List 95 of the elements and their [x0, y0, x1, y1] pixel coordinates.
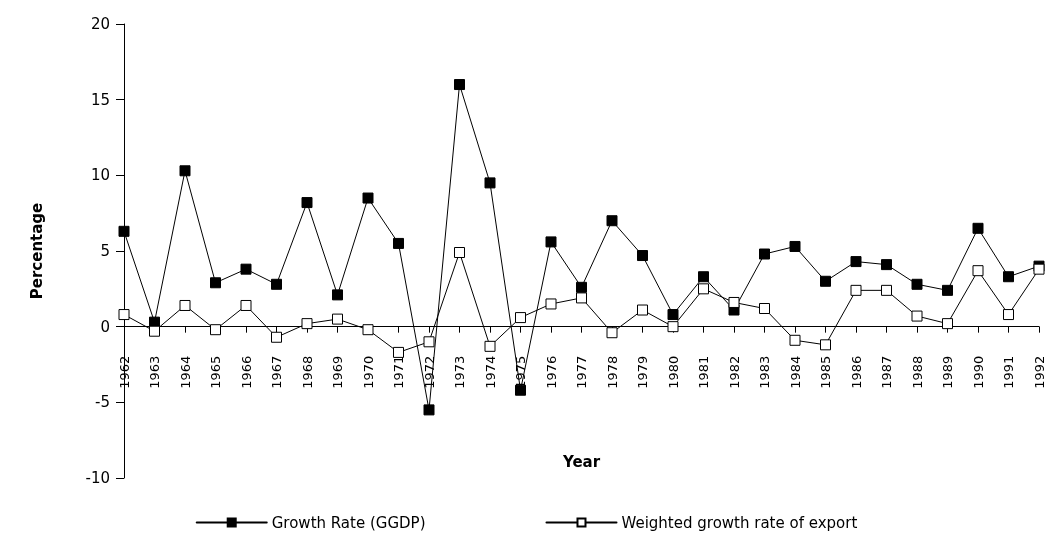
point	[210, 277, 221, 289]
x-tick-label: 1972	[421, 355, 437, 389]
x-tick-label: 1978	[604, 355, 620, 389]
point	[820, 275, 831, 287]
x-tick-label: 1980	[665, 355, 681, 389]
point	[667, 309, 679, 321]
point	[1003, 309, 1014, 321]
point	[118, 225, 130, 237]
point	[637, 304, 648, 316]
point	[1003, 271, 1014, 283]
point	[789, 240, 801, 252]
point	[850, 284, 862, 296]
legend-label: Weighted growth rate of export	[621, 513, 858, 532]
point	[332, 289, 343, 301]
point	[271, 278, 282, 290]
y-axis-title: Percentage	[27, 202, 46, 300]
point	[820, 339, 831, 351]
point	[301, 197, 313, 209]
x-tick-label: 1989	[940, 355, 955, 389]
point	[301, 318, 313, 330]
point	[911, 278, 923, 290]
point	[118, 309, 130, 321]
point	[942, 284, 953, 296]
x-tick-label: 1977	[574, 355, 589, 389]
x-tick-label: 1992	[1031, 355, 1047, 389]
x-tick-label: 1986	[848, 355, 864, 389]
x-tick-label: 1964	[177, 355, 193, 389]
point	[423, 336, 435, 348]
point	[484, 177, 496, 189]
y-tick-label: 5	[100, 242, 110, 260]
legend-label: Growth Rate (GGDP)	[271, 513, 426, 532]
point	[179, 299, 191, 311]
x-tick-label: 1983	[757, 355, 772, 389]
point	[149, 325, 160, 337]
x-tick-label: 1976	[543, 355, 559, 389]
point	[362, 192, 374, 204]
point	[362, 324, 374, 336]
x-tick-label: 1963	[147, 355, 162, 389]
point	[576, 281, 587, 293]
x-tick-label: 1968	[299, 355, 315, 389]
point	[515, 312, 526, 324]
point	[423, 404, 435, 416]
point	[606, 215, 618, 227]
y-tick-label: 10	[90, 166, 110, 185]
point	[728, 296, 740, 308]
y-tick-label: 0	[100, 317, 110, 336]
point	[240, 263, 252, 275]
point	[972, 222, 984, 234]
point	[850, 256, 862, 268]
point	[271, 331, 282, 343]
point	[332, 313, 343, 325]
y-tick-label: 20	[90, 15, 110, 33]
x-tick-label: 1985	[818, 355, 833, 389]
point	[545, 298, 557, 310]
point	[606, 327, 618, 339]
point	[881, 259, 892, 271]
x-tick-label: 1965	[208, 355, 223, 389]
x-tick-label: 1988	[909, 355, 925, 389]
point	[698, 271, 709, 283]
y-tick-label: -10	[85, 469, 110, 487]
point	[789, 334, 801, 346]
point	[484, 340, 496, 352]
y-tick-label: -5	[95, 393, 110, 412]
x-tick-label: 1987	[879, 355, 894, 389]
point	[545, 236, 557, 248]
x-tick-label: 1971	[391, 355, 406, 389]
point	[393, 237, 404, 249]
point	[911, 310, 923, 322]
x-tick-label: 1974	[482, 355, 498, 389]
x-tick-label: 1979	[635, 355, 650, 389]
point	[454, 79, 465, 91]
point	[240, 299, 252, 311]
x-tick-label: 1981	[696, 355, 711, 389]
point	[393, 346, 404, 358]
point	[942, 318, 953, 330]
x-tick-label: 1970	[360, 355, 376, 389]
x-tick-label: 1990	[970, 355, 986, 389]
x-tick-label: 1967	[269, 355, 284, 389]
point	[210, 324, 221, 336]
point	[881, 284, 892, 296]
x-tick-label: 1966	[238, 355, 254, 389]
x-tick-label: 1982	[726, 355, 742, 389]
point	[698, 283, 709, 295]
x-tick-label: 1984	[787, 355, 803, 389]
x-tick-label: 1973	[452, 355, 467, 389]
point	[576, 292, 587, 304]
point	[972, 265, 984, 277]
point	[637, 250, 648, 262]
point	[759, 248, 770, 260]
y-tick-label: 15	[90, 90, 110, 109]
point	[179, 165, 191, 177]
x-tick-label: 1991	[1001, 355, 1016, 389]
point	[667, 321, 679, 333]
x-axis-title: Year	[561, 453, 601, 472]
x-tick-label: 1969	[330, 355, 345, 389]
